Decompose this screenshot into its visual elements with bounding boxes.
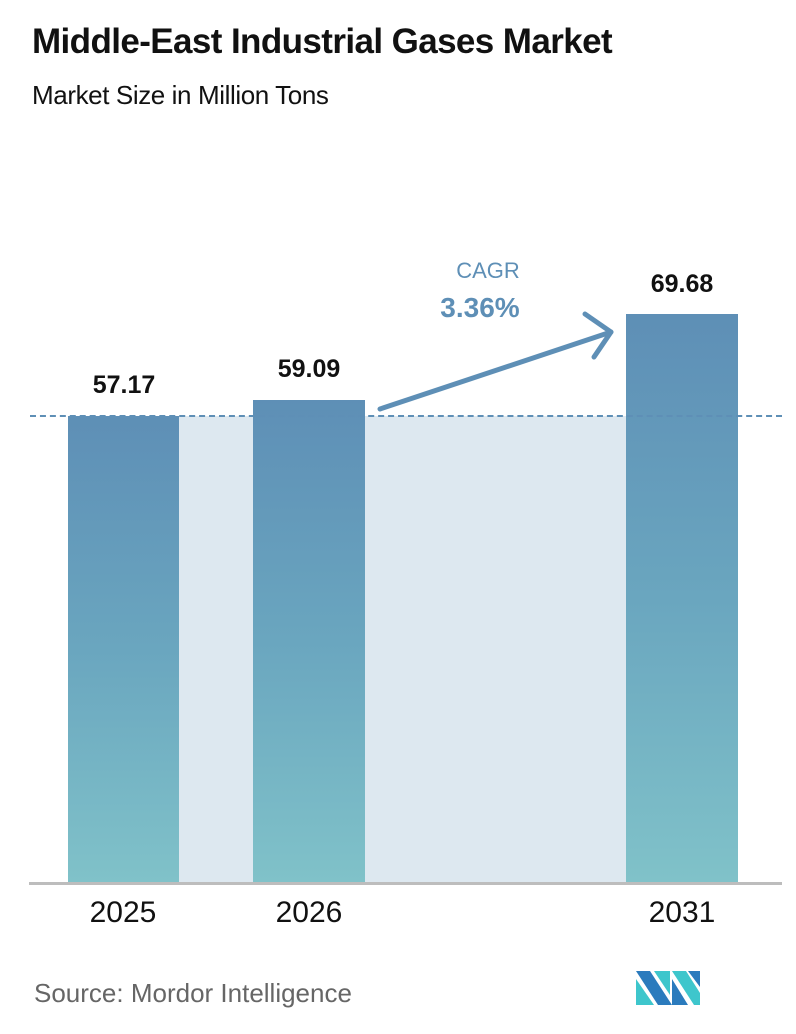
- value-label-2026: 59.09: [277, 355, 341, 383]
- source-text: Source: Mordor Intelligence: [34, 978, 352, 1008]
- value-label-2031: 69.68: [650, 270, 714, 298]
- x-axis-baseline: [29, 882, 782, 885]
- x-label-2031: 2031: [648, 896, 716, 929]
- value-label-2025: 57.17: [92, 371, 156, 399]
- bar-2031: [626, 314, 738, 883]
- gap-fill-1: [179, 416, 253, 883]
- bar-2026: [253, 400, 365, 883]
- gap-fill-2: [365, 416, 626, 883]
- bar-2025: [68, 416, 179, 883]
- reference-dashed-line: [30, 415, 782, 417]
- mordor-intelligence-logo-icon: [636, 971, 700, 1005]
- x-label-2026: 2026: [275, 896, 343, 929]
- chart-subtitle: Market Size in Million Tons: [32, 80, 329, 110]
- cagr-label: CAGR: [456, 258, 520, 283]
- cagr-value: 3.36%: [440, 292, 520, 323]
- chart-title: Middle-East Industrial Gases Market: [32, 22, 613, 61]
- x-label-2025: 2025: [89, 896, 157, 929]
